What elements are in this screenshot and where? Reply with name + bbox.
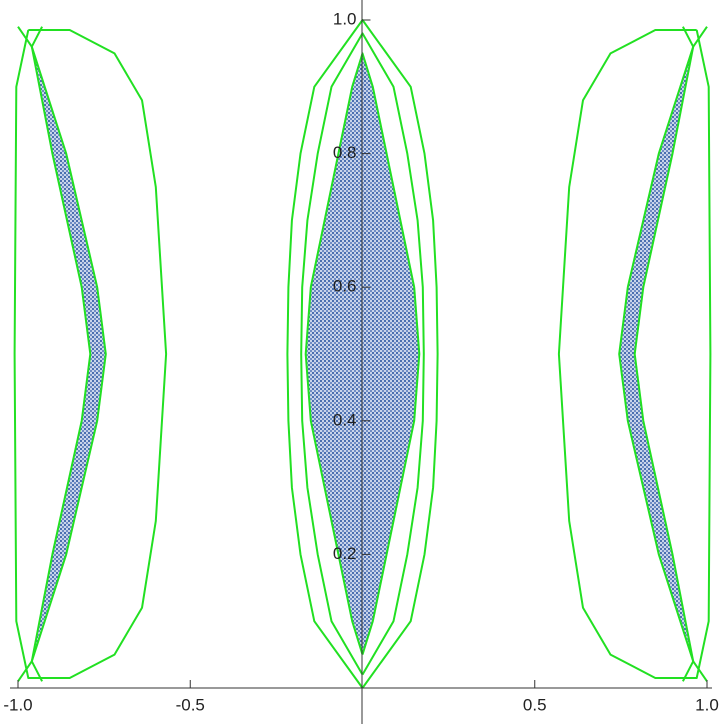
contour-line	[13, 29, 168, 679]
axes: -1.0 -0.5 0.5 1.0 0.2 0.4 0.6 0.8 1.0	[3, 0, 719, 724]
dotted-region	[31, 46, 107, 662]
contour-line	[633, 26, 695, 682]
contour-line	[618, 26, 708, 682]
y-tick-label: 1.0	[333, 9, 357, 28]
contour-line	[17, 26, 107, 682]
y-tick-label: 0.8	[333, 143, 357, 162]
contour-line	[557, 29, 712, 679]
curves	[13, 19, 712, 689]
y-tick-label: 0.2	[333, 544, 357, 563]
contour-line	[30, 26, 92, 682]
x-tick-label: -0.5	[176, 695, 205, 714]
y-tick-label: 0.4	[333, 410, 357, 429]
x-tick-label: 0.5	[523, 695, 547, 714]
dotted-region	[618, 46, 694, 662]
x-tick-label: -1.0	[3, 695, 32, 714]
y-tick-label: 0.6	[333, 277, 357, 296]
x-tick-label: 1.0	[695, 695, 719, 714]
